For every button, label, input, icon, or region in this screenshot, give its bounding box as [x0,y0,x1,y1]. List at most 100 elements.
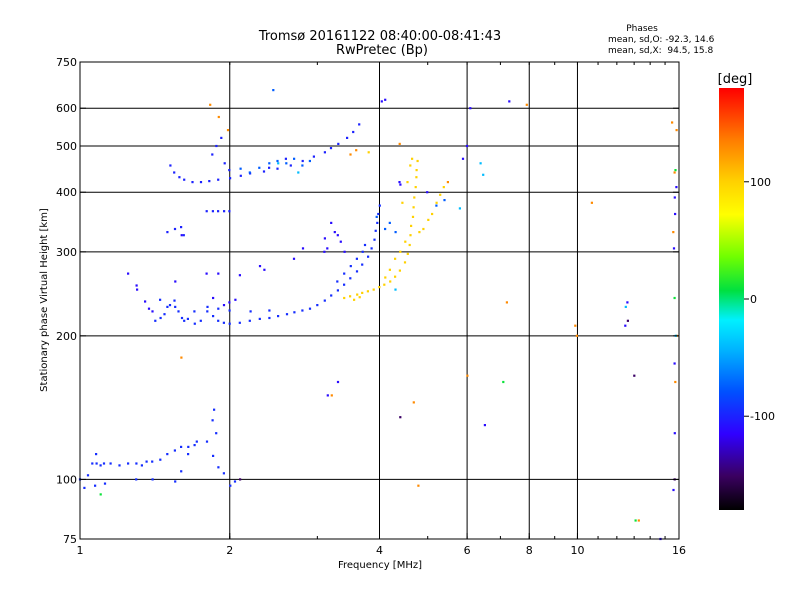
data-point [352,130,355,134]
data-point [180,470,183,473]
data-point [672,488,675,492]
data-point [431,212,434,216]
data-point [398,142,401,145]
data-point [147,307,151,310]
data-point [301,309,304,312]
data-point [389,280,392,283]
data-point [159,458,162,461]
data-point [144,300,147,303]
data-point [361,291,364,294]
y-tick-label: 200 [56,330,77,343]
data-point [262,170,266,173]
data-point [180,356,183,359]
data-point [375,215,378,218]
data-point [525,103,528,106]
data-point [199,181,203,184]
data-point [248,171,251,174]
data-point [675,129,678,132]
data-point [337,142,340,145]
colorbar-tick-label: 100 [750,176,771,189]
y-tick-label: 600 [56,102,77,115]
data-point [166,305,169,308]
data-point [574,324,577,327]
data-point [228,210,231,213]
data-point [427,218,430,221]
data-point [376,221,379,224]
data-point [94,484,97,487]
data-point [234,298,237,301]
data-point [380,100,383,103]
data-point [346,136,349,139]
data-point [222,304,226,307]
data-point [215,144,218,148]
data-point [355,257,358,260]
data-point [99,464,102,467]
data-point [409,164,412,167]
data-point [174,305,177,308]
colorbar-label: [deg] [718,72,753,87]
data-point [323,237,326,240]
data-point [349,277,352,280]
x-tick-label: 8 [526,544,533,557]
data-point [223,210,226,213]
data-point [469,107,472,110]
data-point [673,362,676,365]
data-point [671,121,674,124]
colorbar-ticks: 100 0 -100 [744,176,775,423]
data-point [330,221,333,224]
data-point [361,250,364,253]
data-point [349,153,352,156]
data-point [217,210,220,213]
data-point [183,319,186,322]
data-point [159,298,162,301]
data-point [411,157,414,160]
grid-lines [80,62,679,539]
data-point [191,181,194,184]
data-point [673,296,676,300]
data-point [505,301,508,304]
data-point [422,227,425,231]
data-point [673,432,676,435]
data-point [413,196,416,199]
data-point [403,261,407,264]
data-point [316,304,319,307]
data-point [626,319,629,322]
x-tick-label: 1 [77,544,84,557]
data-point [308,307,312,310]
data-point [373,238,376,241]
data-point [258,166,261,169]
data-point [205,272,208,275]
data-point [479,162,482,165]
data-point [272,89,275,92]
data-point [355,149,358,152]
data-point [633,374,636,377]
data-point [326,394,329,397]
data-point [212,315,215,318]
data-point [187,445,190,448]
y-axis-label: Stationary phase Virtual Height [km] [39,208,50,392]
data-point [388,268,391,271]
data-point [672,247,676,250]
data-point [349,295,352,298]
data-point [406,181,409,184]
data-point [330,394,333,397]
data-point [258,265,262,268]
data-point [229,484,232,487]
data-point [406,252,409,255]
data-point [118,464,121,467]
data-point [206,310,209,313]
data-point [199,319,202,322]
data-point [624,305,627,308]
data-point [358,123,361,126]
data-point [109,462,112,465]
data-point [217,115,220,119]
data-point [151,310,154,313]
data-point [624,324,627,327]
data-point [193,322,196,325]
data-point [193,444,196,447]
data-point [102,462,106,465]
data-point [674,212,677,216]
data-point [435,204,438,207]
data-point [211,419,214,422]
data-point [370,247,373,250]
